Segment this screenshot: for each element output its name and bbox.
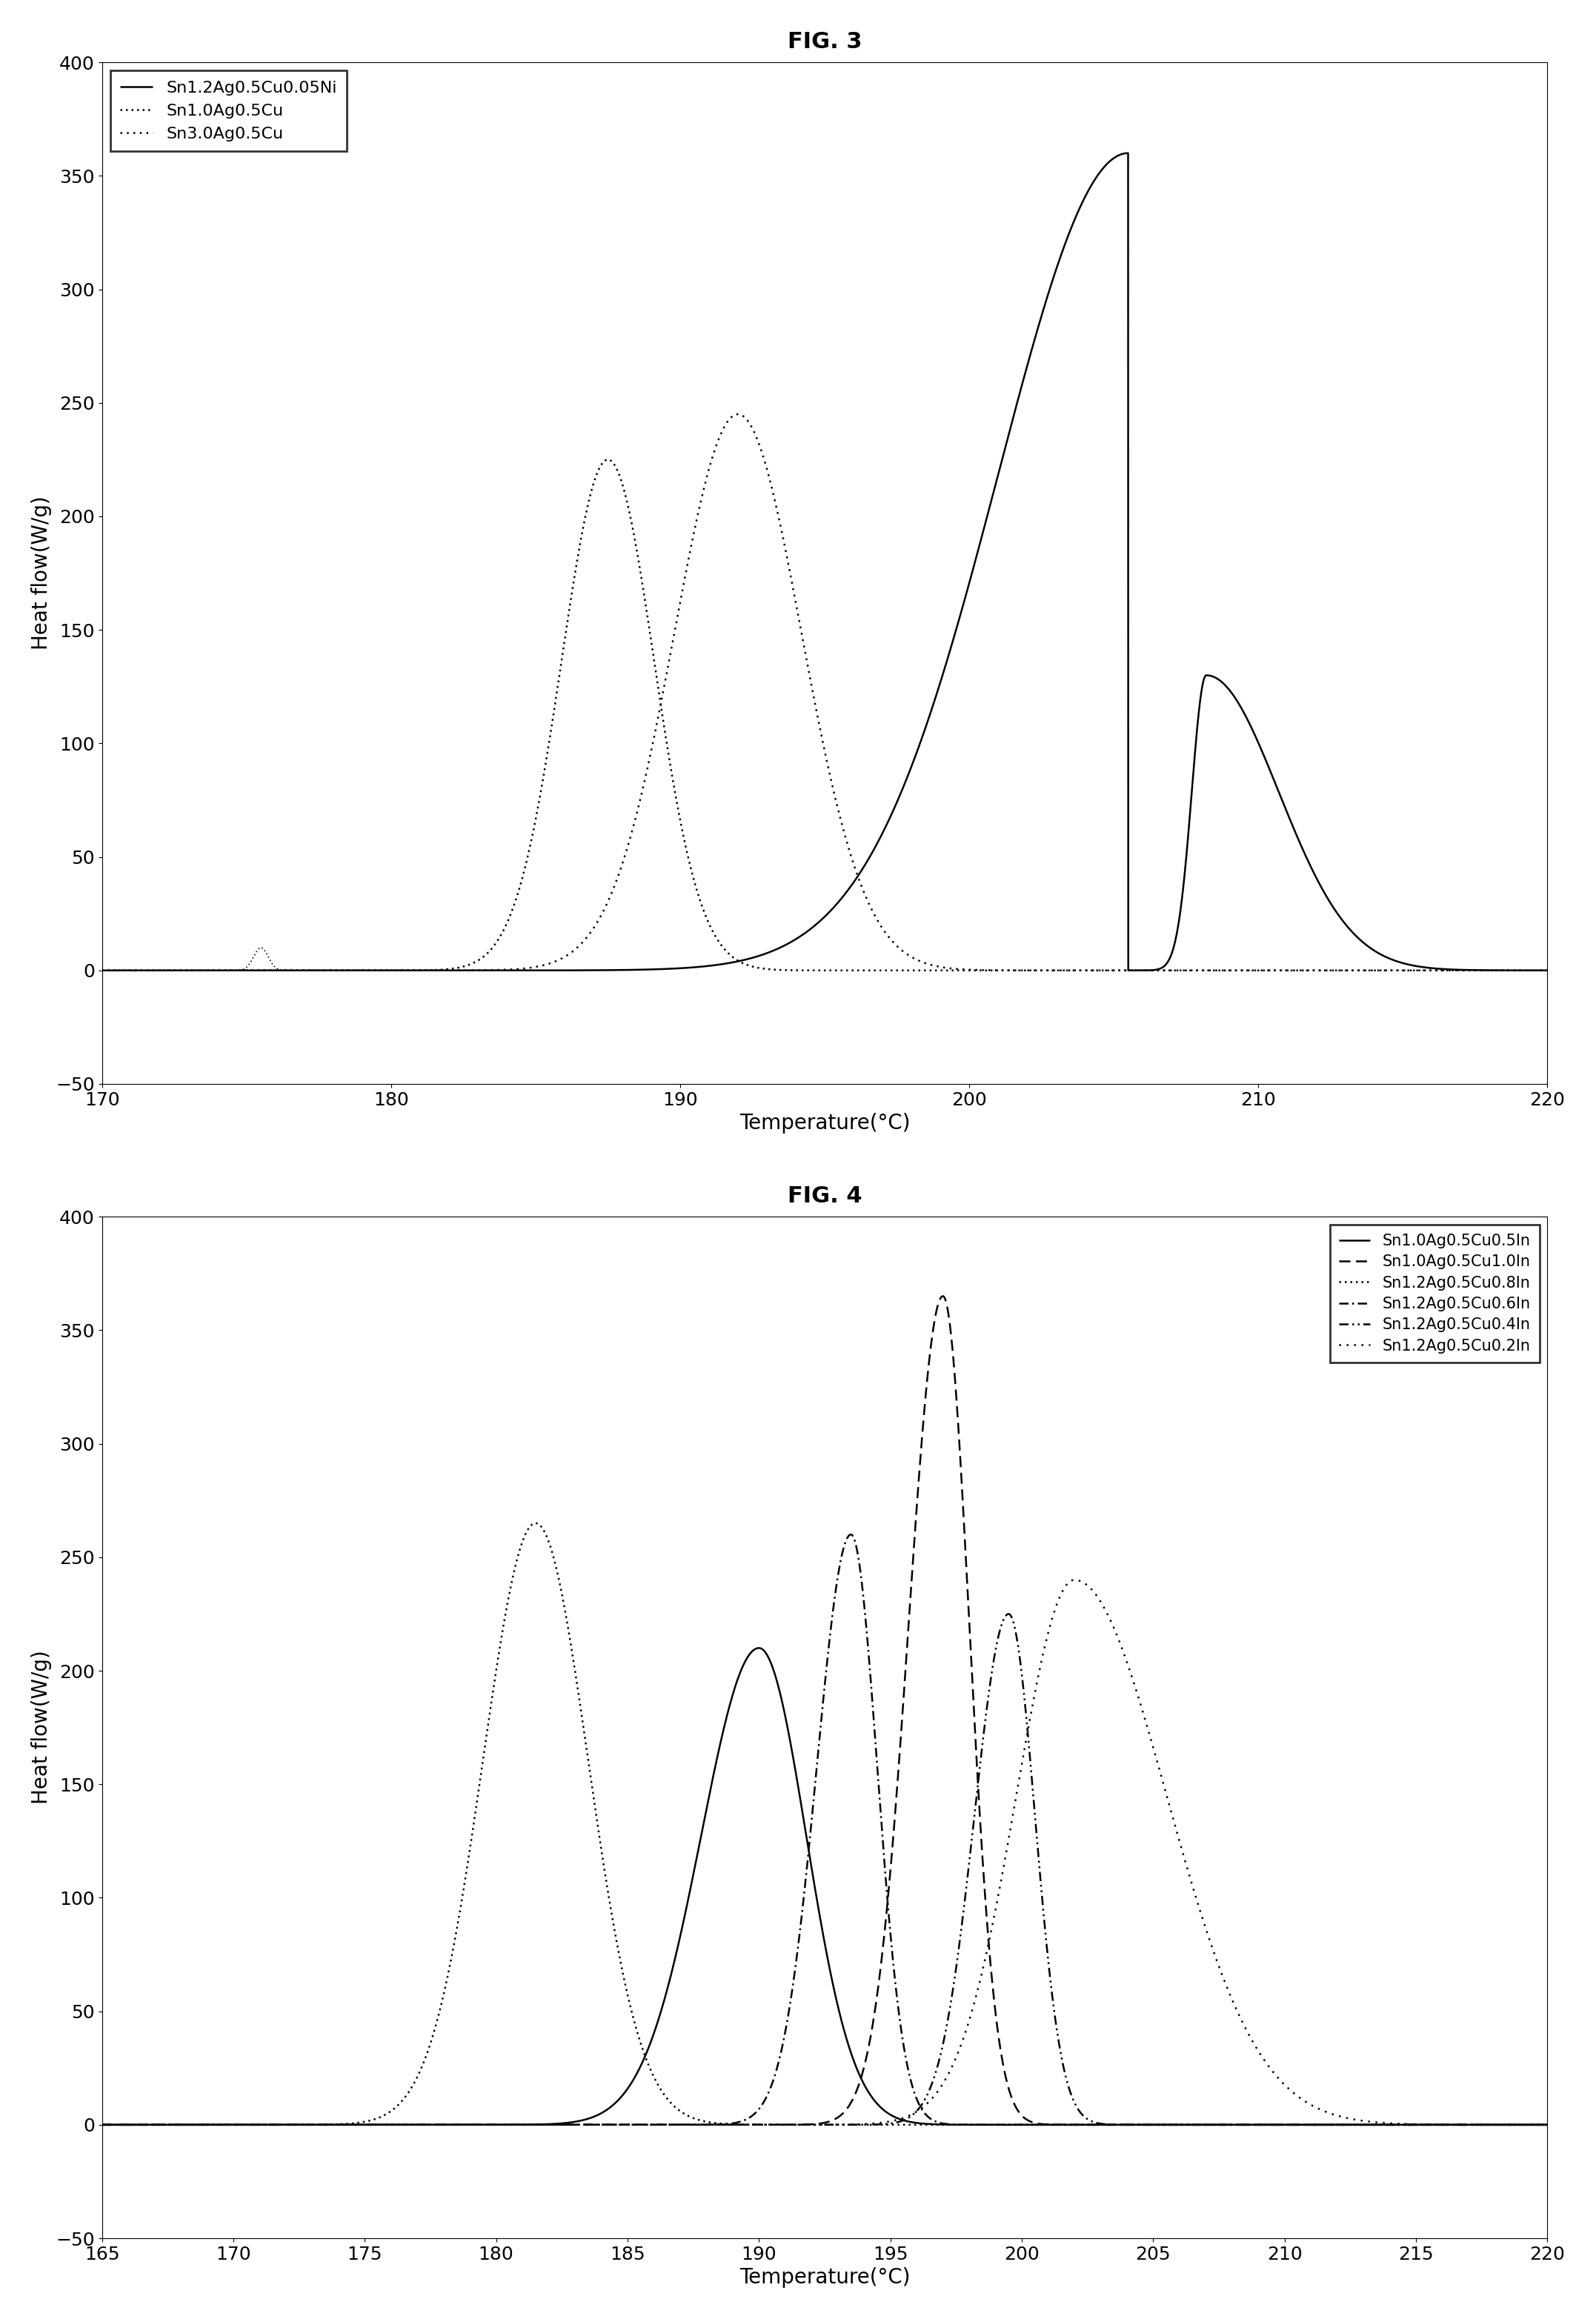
Y-axis label: Heat flow(W/g): Heat flow(W/g) — [30, 1651, 51, 1804]
Title: FIG. 3: FIG. 3 — [787, 30, 862, 53]
X-axis label: Temperature(°C): Temperature(°C) — [739, 2268, 910, 2289]
Legend: Sn1.0Ag0.5Cu0.5In, Sn1.0Ag0.5Cu1.0In, Sn1.2Ag0.5Cu0.8In, Sn1.2Ag0.5Cu0.6In, Sn1.: Sn1.0Ag0.5Cu0.5In, Sn1.0Ag0.5Cu1.0In, Sn… — [1329, 1224, 1540, 1364]
Title: FIG. 4: FIG. 4 — [787, 1185, 862, 1206]
X-axis label: Temperature(°C): Temperature(°C) — [739, 1113, 910, 1134]
Legend: Sn1.2Ag0.5Cu0.05Ni, Sn1.0Ag0.5Cu, Sn3.0Ag0.5Cu: Sn1.2Ag0.5Cu0.05Ni, Sn1.0Ag0.5Cu, Sn3.0A… — [110, 70, 346, 151]
Y-axis label: Heat flow(W/g): Heat flow(W/g) — [30, 496, 51, 649]
